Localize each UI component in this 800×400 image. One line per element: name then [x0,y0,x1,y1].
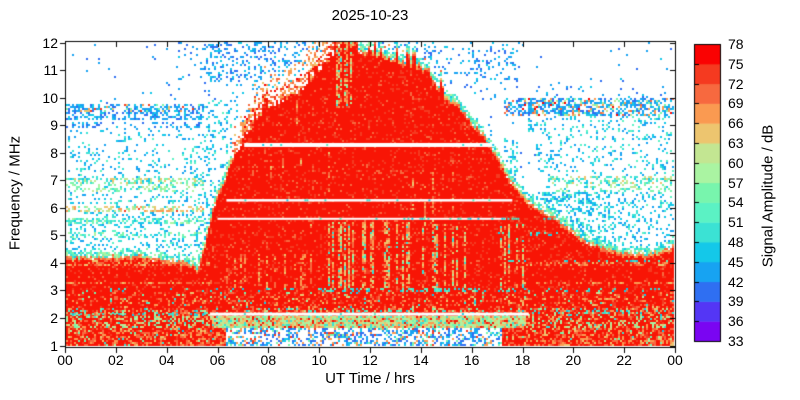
y-tick-label: 8 [50,144,58,161]
y-tick-label: 2 [50,309,58,326]
colorbar-tick-label: 78 [728,36,744,52]
colorbar-tick-label: 39 [728,293,744,310]
x-tick-label: 08 [260,352,277,368]
x-tick-label: 22 [616,352,632,368]
y-tick-label: 3 [50,282,58,299]
colorbar-tick-label: 60 [728,154,744,171]
x-tick-label: 12 [362,352,378,368]
colorbar-tick-label: 57 [728,174,744,191]
x-tick-label: 20 [565,352,582,368]
y-tick-label: 9 [50,117,58,134]
colorbar-tick-label: 33 [728,333,744,349]
colorbar-tick-label: 69 [728,95,744,112]
y-axis-label: Frequency / MHz [6,135,24,251]
colorbar-label: Signal Amplitude / dB [759,124,777,268]
colorbar-tick-label: 63 [728,135,744,151]
x-tick-label: 14 [413,352,429,368]
x-tick-label: 02 [108,352,124,368]
chart-title: 2025-10-23 [331,7,409,24]
colorbar-tick-label: 51 [728,214,744,231]
colorbar-tick-label: 45 [728,253,744,270]
y-tick-label: 1 [50,337,58,354]
x-axis-label: UT Time / hrs [325,370,415,387]
colorbar-tick-label: 36 [728,313,744,330]
x-tick-label: 00 [57,352,73,368]
x-tick-label: 00 [667,352,683,368]
y-tick-label: 6 [50,199,58,216]
x-tick-label: 16 [463,352,480,368]
colorbar-tick-label: 75 [728,55,744,72]
colorbar-tick-label: 72 [728,75,744,92]
y-tick-label: 4 [50,254,58,271]
y-tick-label: 10 [42,89,58,106]
colorbar-tick-label: 66 [728,115,744,132]
colorbar-tick-label: 48 [728,234,744,250]
y-tick-label: 7 [50,172,58,189]
y-tick-label: 11 [43,62,58,79]
colorbar-tick-label: 54 [728,194,744,211]
x-tick-label: 18 [514,352,531,368]
x-tick-label: 06 [209,352,226,368]
y-tick-label: 12 [42,34,58,51]
x-tick-label: 10 [311,352,327,368]
colorbar-tick-label: 42 [728,273,744,290]
x-tick-label: 04 [158,352,175,368]
y-tick-label: 5 [50,227,58,244]
